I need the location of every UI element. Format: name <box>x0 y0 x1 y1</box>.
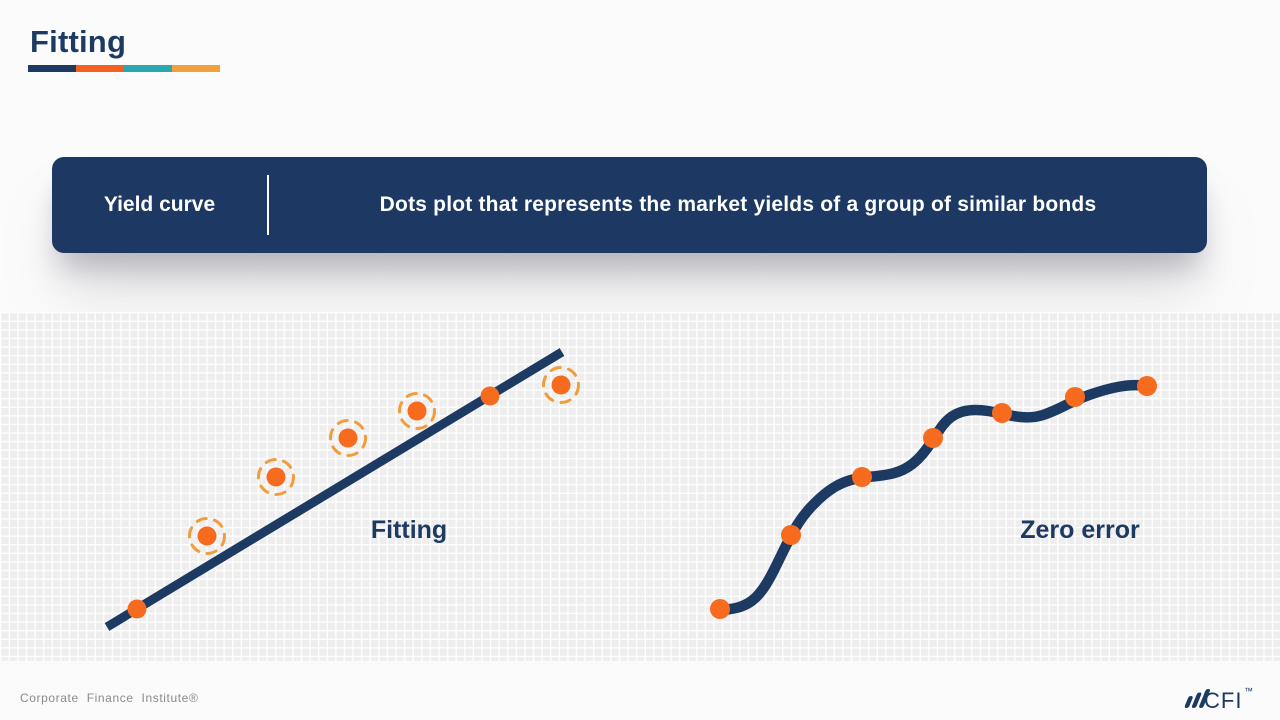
zero-error-diagram <box>710 376 1157 619</box>
cfi-logo: CFI ™ <box>1184 686 1253 713</box>
page-title: Fitting <box>30 24 127 59</box>
banner-divider <box>267 175 269 235</box>
data-point <box>551 375 571 395</box>
title-underline <box>28 65 220 72</box>
underline-segment-amber <box>172 65 220 72</box>
diagram-grid-area: Fitting Zero error <box>0 312 1280 661</box>
footer-copyright: Corporate Finance Institute® <box>20 691 199 705</box>
data-point <box>127 599 147 619</box>
data-point-ring <box>329 419 367 457</box>
data-point <box>1065 387 1085 407</box>
fitting-label: Fitting <box>370 516 448 544</box>
data-point-ring <box>188 517 226 555</box>
data-point <box>266 467 286 487</box>
data-point <box>923 428 943 448</box>
cfi-logo-bars <box>1184 689 1210 708</box>
data-point <box>781 525 801 545</box>
data-point-ring <box>257 458 295 496</box>
diagrams-canvas <box>104 348 1157 631</box>
data-point <box>1137 376 1157 396</box>
data-point <box>992 403 1012 423</box>
fitting-diagram <box>104 348 580 631</box>
definition-banner: Yield curve Dots plot that represents th… <box>52 157 1207 253</box>
banner-definition: Dots plot that represents the market yie… <box>379 193 1097 216</box>
underline-segment-teal <box>124 65 172 72</box>
cfi-logo-text: CFI <box>1204 688 1242 713</box>
data-point-ring <box>542 366 580 404</box>
banner-term: Yield curve <box>103 193 216 216</box>
zero-error-curve <box>713 379 1153 616</box>
data-point <box>852 467 872 487</box>
zero-error-label: Zero error <box>1020 516 1140 544</box>
data-point <box>710 599 730 619</box>
data-point <box>480 386 500 406</box>
cfi-logo-trademark: ™ <box>1244 686 1253 696</box>
data-point-ring <box>398 392 436 430</box>
underline-segment-navy <box>28 65 76 72</box>
data-point <box>407 401 427 421</box>
data-point <box>197 526 217 546</box>
underline-segment-orange <box>76 65 124 72</box>
data-point <box>338 428 358 448</box>
